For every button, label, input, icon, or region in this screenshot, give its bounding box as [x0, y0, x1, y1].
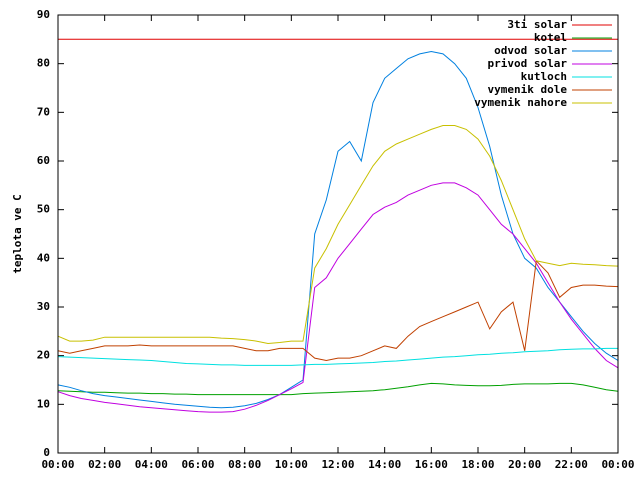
x-tick-label: 16:00 — [415, 458, 448, 471]
legend-label: 3ti solar — [507, 18, 567, 31]
legend-label: vymenik nahore — [474, 96, 567, 109]
legend-label: kotel — [534, 31, 567, 44]
legend-label: vymenik dole — [488, 83, 568, 96]
legend-label: kutloch — [521, 70, 567, 83]
y-tick-label: 60 — [37, 154, 50, 167]
x-tick-label: 00:00 — [41, 458, 74, 471]
y-tick-label: 70 — [37, 105, 50, 118]
x-tick-label: 00:00 — [601, 458, 634, 471]
y-axis-label: teplota ve C — [11, 194, 24, 273]
series-line — [57, 125, 619, 345]
x-tick-label: 18:00 — [461, 458, 494, 471]
y-tick-label: 10 — [37, 397, 50, 410]
series-line — [57, 50, 619, 409]
y-tick-label: 20 — [37, 349, 50, 362]
x-tick-label: 06:00 — [181, 458, 214, 471]
y-tick-label: 80 — [37, 57, 50, 70]
plot-border — [57, 14, 619, 454]
y-tick-label: 50 — [37, 203, 50, 216]
series-line — [57, 347, 618, 366]
series-line — [57, 382, 619, 396]
y-tick-label: 40 — [37, 251, 50, 264]
legend-label: privod solar — [488, 57, 568, 70]
x-tick-label: 12:00 — [321, 458, 354, 471]
y-tick-label: 0 — [43, 446, 50, 459]
x-tick-label: 22:00 — [555, 458, 588, 471]
y-tick-label: 90 — [37, 8, 50, 21]
x-tick-label: 04:00 — [135, 458, 168, 471]
series-line — [57, 182, 619, 413]
x-tick-label: 02:00 — [88, 458, 121, 471]
series-line — [57, 259, 619, 362]
y-tick-label: 30 — [37, 300, 50, 313]
x-tick-label: 08:00 — [228, 458, 261, 471]
x-tick-label: 10:00 — [275, 458, 308, 471]
x-tick-label: 20:00 — [508, 458, 541, 471]
x-tick-label: 14:00 — [368, 458, 401, 471]
legend-label: odvod solar — [494, 44, 567, 57]
